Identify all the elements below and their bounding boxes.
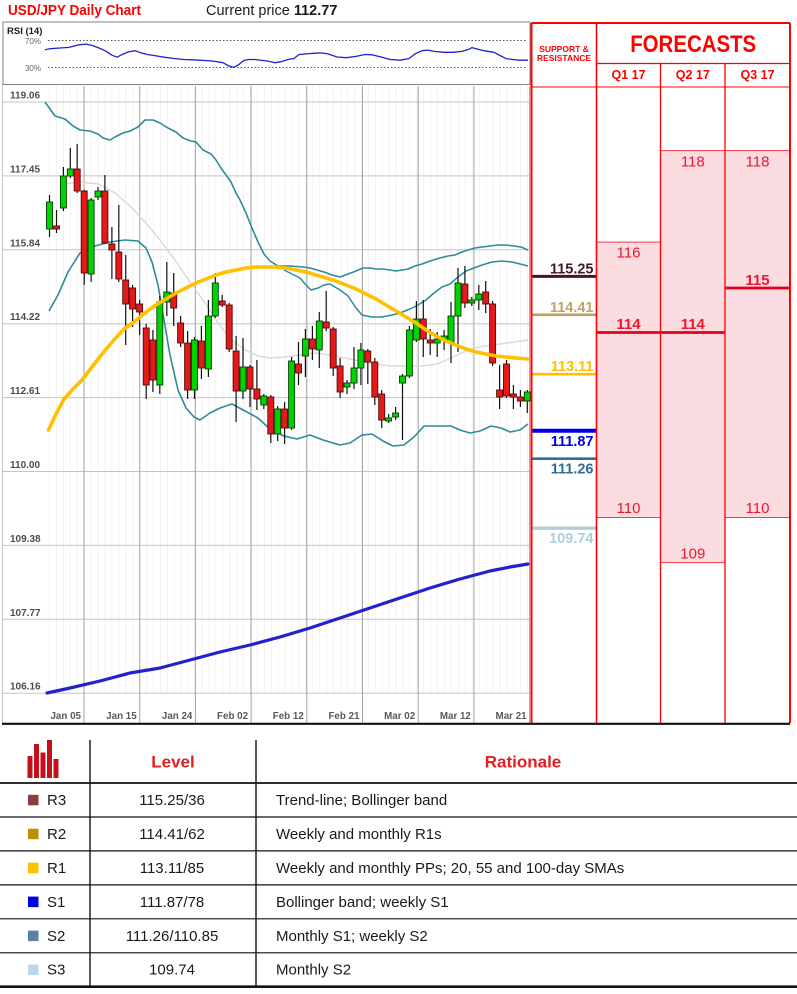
svg-text:Mar 02: Mar 02 <box>384 711 416 722</box>
svg-text:USD/JPY Daily Chart: USD/JPY Daily Chart <box>8 3 141 19</box>
svg-text:115: 115 <box>745 272 769 289</box>
svg-text:R2: R2 <box>47 826 66 843</box>
svg-text:114.41/62: 114.41/62 <box>139 826 205 843</box>
svg-text:118: 118 <box>746 154 770 171</box>
svg-text:112.61: 112.61 <box>10 386 40 397</box>
svg-text:109.74: 109.74 <box>549 531 593 547</box>
svg-text:110: 110 <box>617 500 641 517</box>
svg-text:S1: S1 <box>47 894 65 911</box>
svg-text:110.00: 110.00 <box>10 460 40 471</box>
svg-text:119.06: 119.06 <box>10 91 40 102</box>
svg-text:114: 114 <box>681 316 706 333</box>
svg-text:70%: 70% <box>25 37 41 46</box>
svg-text:R3: R3 <box>47 792 66 809</box>
svg-text:Bollinger band; weekly S1: Bollinger band; weekly S1 <box>276 894 449 911</box>
svg-text:111.26/110.85: 111.26/110.85 <box>126 928 219 945</box>
svg-text:114.41: 114.41 <box>550 300 594 316</box>
svg-text:111.87/78: 111.87/78 <box>140 894 205 911</box>
svg-text:Monthly S1; weekly S2: Monthly S1; weekly S2 <box>276 928 428 945</box>
svg-text:116: 116 <box>617 245 641 262</box>
svg-text:Jan 05: Jan 05 <box>50 711 81 722</box>
svg-text:Q1 17: Q1 17 <box>611 68 645 82</box>
svg-text:114: 114 <box>616 316 641 333</box>
svg-text:Feb 02: Feb 02 <box>217 711 249 722</box>
svg-text:115.25: 115.25 <box>550 261 594 277</box>
svg-text:Trend-line; Bollinger band: Trend-line; Bollinger band <box>276 792 447 809</box>
svg-text:111.26: 111.26 <box>551 462 594 478</box>
svg-text:106.16: 106.16 <box>10 682 41 693</box>
svg-text:Feb 12: Feb 12 <box>273 711 305 722</box>
svg-text:S2: S2 <box>47 928 65 945</box>
svg-text:Current price 112.77: Current price 112.77 <box>206 3 337 19</box>
svg-text:30%: 30% <box>25 64 41 73</box>
svg-text:109: 109 <box>680 546 705 563</box>
svg-text:Mar 12: Mar 12 <box>440 711 472 722</box>
svg-text:107.77: 107.77 <box>10 608 41 619</box>
svg-text:111.87: 111.87 <box>551 434 594 450</box>
svg-text:Weekly and monthly R1s: Weekly and monthly R1s <box>276 826 442 843</box>
svg-text:SUPPORT &: SUPPORT & <box>539 44 589 54</box>
svg-text:118: 118 <box>681 154 705 171</box>
svg-text:RESISTANCE: RESISTANCE <box>537 53 591 63</box>
svg-text:S3: S3 <box>47 962 65 979</box>
svg-text:Q3 17: Q3 17 <box>740 68 774 82</box>
svg-text:R1: R1 <box>47 860 66 877</box>
svg-text:FORECASTS: FORECASTS <box>630 31 756 58</box>
svg-text:109.74: 109.74 <box>149 962 195 979</box>
svg-text:Rationale: Rationale <box>485 753 562 772</box>
svg-text:Level: Level <box>151 753 194 772</box>
svg-text:Weekly and monthly PPs; 20, 55: Weekly and monthly PPs; 20, 55 and 100-d… <box>276 860 624 877</box>
svg-text:110: 110 <box>746 500 770 517</box>
svg-text:109.38: 109.38 <box>10 534 41 545</box>
svg-text:114.22: 114.22 <box>10 312 40 323</box>
svg-text:Jan 15: Jan 15 <box>106 711 137 722</box>
svg-text:Monthly S2: Monthly S2 <box>276 962 351 979</box>
svg-text:Jan 24: Jan 24 <box>162 711 193 722</box>
svg-text:117.45: 117.45 <box>10 164 40 175</box>
svg-text:Mar 21: Mar 21 <box>496 711 528 722</box>
svg-text:Feb 21: Feb 21 <box>328 711 360 722</box>
svg-text:Q2 17: Q2 17 <box>676 68 710 82</box>
svg-text:113.11/85: 113.11/85 <box>140 860 205 877</box>
svg-text:RSI (14): RSI (14) <box>7 26 42 37</box>
svg-text:113.11: 113.11 <box>551 359 594 375</box>
svg-text:115.84: 115.84 <box>10 238 40 249</box>
svg-text:115.25/36: 115.25/36 <box>139 792 205 809</box>
